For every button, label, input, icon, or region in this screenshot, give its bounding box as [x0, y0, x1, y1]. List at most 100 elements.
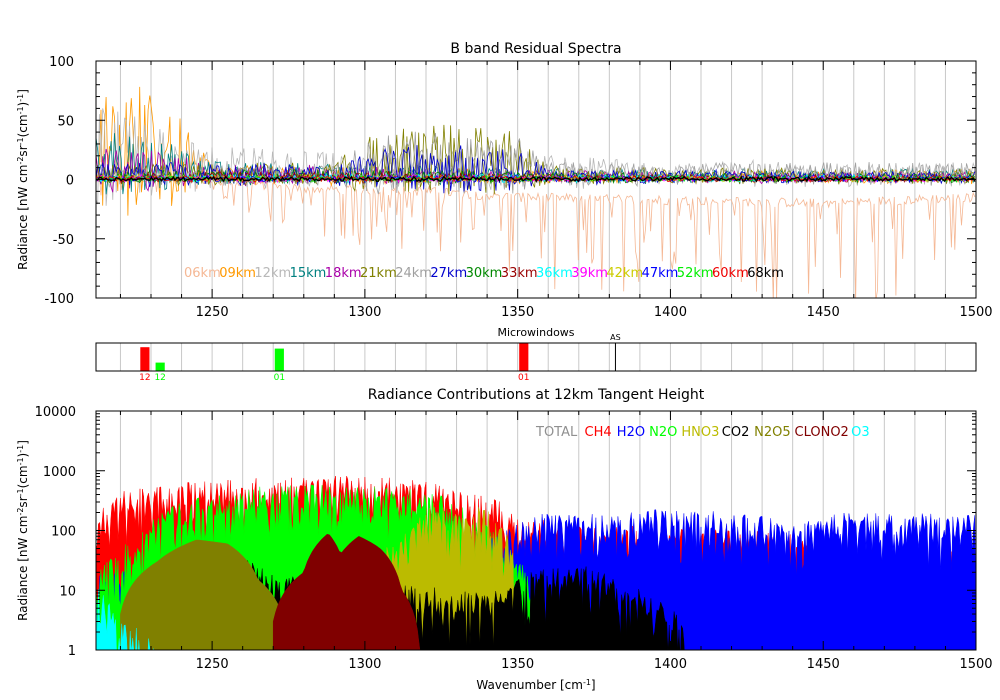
microwindow-bar: [155, 362, 165, 371]
y-axis-label-part: ]: [16, 89, 30, 94]
y-tick-label: -50: [53, 233, 74, 248]
y-axis-label-part: ): [16, 102, 30, 107]
x-tick-label: 1500: [959, 305, 992, 320]
x-axis-label-part: -1: [583, 678, 591, 687]
area-n2o5: [120, 539, 289, 650]
x-tick-label: 1250: [196, 305, 229, 320]
x-tick-label: 1300: [348, 305, 381, 320]
legend-entry: HNO3: [681, 425, 719, 440]
y-axis-label-part: -1: [16, 137, 25, 145]
x-axis-label: Wavenumber [cm-1]: [476, 678, 595, 693]
microwindows-panel: 12 12 01 01 AS Microwindows: [95, 326, 977, 383]
y-axis-label-part: -1: [16, 106, 25, 114]
series-line: [96, 86, 976, 216]
x-axis-label-part: Wavenumber [cm: [476, 678, 583, 692]
legend-entry: 42km: [606, 266, 643, 281]
x-tick-label: 1350: [501, 657, 534, 672]
microwindow-bar: [274, 348, 284, 371]
radiance-contributions-panel: 1250 1300 1350 1400 1450 1500 1 10 100 1000 10000 R…: [16, 387, 993, 692]
y-tick-label: 10: [59, 584, 76, 599]
series-line: [96, 174, 976, 184]
y-axis-label-part: Radiance [nW cm: [16, 516, 30, 621]
as-marker-label: AS: [610, 333, 621, 342]
x-tick-label: 1250: [196, 657, 229, 672]
microwindow-label: 01: [518, 373, 529, 383]
x-axis-label-part: ]: [591, 678, 596, 692]
legend-entry: 15km: [290, 266, 327, 281]
microwindow-label: 12: [154, 373, 165, 383]
x-tick-label: 1350: [501, 305, 534, 320]
microwindows-title: Microwindows: [497, 326, 574, 339]
legend-entry: 47km: [642, 266, 679, 281]
legend: 06km09km12km15km18km21km24km27km30km33km…: [184, 266, 784, 281]
legend-entry: 21km: [360, 266, 397, 281]
legend-entry: TOTAL: [535, 425, 578, 440]
legend-entry: 39km: [571, 266, 608, 281]
legend-entry: 60km: [712, 266, 749, 281]
y-axis-label-part: sr: [16, 145, 30, 156]
y-axis-label: Radiance [nW cm-2sr-1(cm-1)-1]: [16, 89, 31, 270]
microwindow-label: 01: [274, 373, 285, 383]
legend-entry: 09km: [219, 266, 256, 281]
y-axis-label-part: -1: [16, 94, 25, 102]
legend-entry: 68km: [747, 266, 784, 281]
y-axis-label-part: (cm: [16, 465, 30, 488]
legend-entry: N2O5: [754, 425, 791, 440]
y-axis-label-part: ]: [16, 440, 30, 445]
y-axis-label-part: ): [16, 453, 30, 458]
microwindows-frame: [95, 342, 977, 372]
y-axis-label: Radiance [nW cm-2sr-1(cm-1)-1]: [16, 440, 31, 621]
x-tick-label: 1400: [654, 305, 687, 320]
legend-entry: 27km: [430, 266, 467, 281]
x-tick-label: 1450: [807, 305, 840, 320]
legend-entry: 24km: [395, 266, 432, 281]
series-line: [96, 131, 976, 195]
y-axis-label-part: -2: [16, 157, 25, 165]
chart-title: B band Residual Spectra: [450, 41, 621, 57]
x-tick-label: 1500: [959, 657, 992, 672]
y-tick-label: 10000: [35, 405, 76, 420]
legend-entry: CLONO2: [795, 425, 849, 440]
y-tick-label: 1: [68, 644, 76, 659]
y-tick-label: 100: [49, 55, 74, 70]
residual-spectra-panel: 1250 1300 1350 1400 1450 1500 -100 -50 0 50 100 B b…: [16, 41, 993, 320]
series-line: [96, 170, 976, 298]
microwindow-bar: [140, 347, 150, 371]
y-tick-label: 50: [57, 114, 74, 129]
y-axis-label-part: -1: [16, 457, 25, 465]
series-group: [96, 475, 976, 650]
y-axis-label-part: -1: [16, 445, 25, 453]
x-tick-label: 1400: [654, 657, 687, 672]
legend-entry: 52km: [677, 266, 714, 281]
microwindow-bar: [519, 343, 529, 371]
area-o3: [96, 589, 158, 650]
y-axis-label-part: -1: [16, 488, 25, 496]
y-tick-label: -100: [44, 292, 74, 307]
x-tick-label: 1450: [807, 657, 840, 672]
legend-entry: 30km: [466, 266, 503, 281]
x-tick-label: 1300: [348, 657, 381, 672]
legend-entry: 36km: [536, 266, 573, 281]
legend-entry: 06km: [184, 266, 221, 281]
legend-entry: CO2: [722, 425, 750, 440]
y-tick-label: 0: [66, 174, 74, 189]
legend: TOTAL CH4 H2O N2O HNO3 CO2 N2O5 CLONO2 O3: [535, 425, 870, 440]
legend-entry: N2O: [649, 425, 677, 440]
legend-entry: 12km: [254, 266, 291, 281]
series-group: [96, 86, 976, 298]
legend-entry: CH4: [585, 425, 612, 440]
chart-title: Radiance Contributions at 12km Tangent H…: [368, 387, 705, 403]
series-line: [96, 175, 976, 183]
legend-entry: 18km: [325, 266, 362, 281]
y-axis-label-part: -2: [16, 508, 25, 516]
y-axis-label-part: (cm: [16, 114, 30, 137]
area-clono2: [272, 534, 421, 650]
legend-entry: O3: [851, 425, 870, 440]
series-line: [96, 133, 976, 195]
microwindow-label: 12: [139, 373, 150, 383]
y-axis-label-part: sr: [16, 496, 30, 507]
y-tick-label: 1000: [43, 465, 76, 480]
legend-entry: H2O: [617, 425, 645, 440]
y-axis-label-part: Radiance [nW cm: [16, 165, 30, 270]
y-tick-label: 100: [51, 525, 76, 540]
